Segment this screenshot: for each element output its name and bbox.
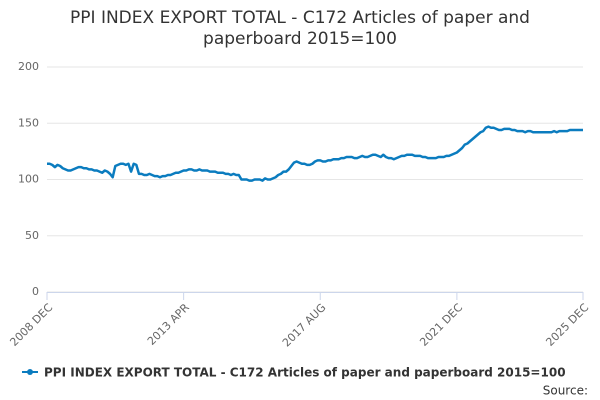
legend-label: PPI INDEX EXPORT TOTAL - C172 Articles o… (44, 366, 566, 380)
series-line (47, 125, 583, 182)
y-tick-label: 200 (18, 60, 39, 73)
legend-marker (27, 369, 33, 375)
source: Source: (543, 384, 588, 398)
legend-item: PPI INDEX EXPORT TOTAL - C172 Articles o… (22, 366, 566, 380)
y-tick-label: 50 (25, 229, 39, 242)
chart-title: PPI INDEX EXPORT TOTAL - C172 Articles o… (70, 8, 530, 49)
y-tick-label: 100 (18, 173, 39, 186)
x-tick-label: 2017 AUG (280, 301, 329, 350)
x-tick-label: 2025 DEC (543, 301, 591, 349)
x-tick-label: 2013 APR (145, 301, 192, 348)
x-tick-label: 2021 DEC (417, 301, 465, 349)
y-tick-label: 150 (18, 116, 39, 129)
x-tick-label: 2008 DEC (7, 301, 55, 349)
y-tick-label: 0 (32, 285, 39, 298)
